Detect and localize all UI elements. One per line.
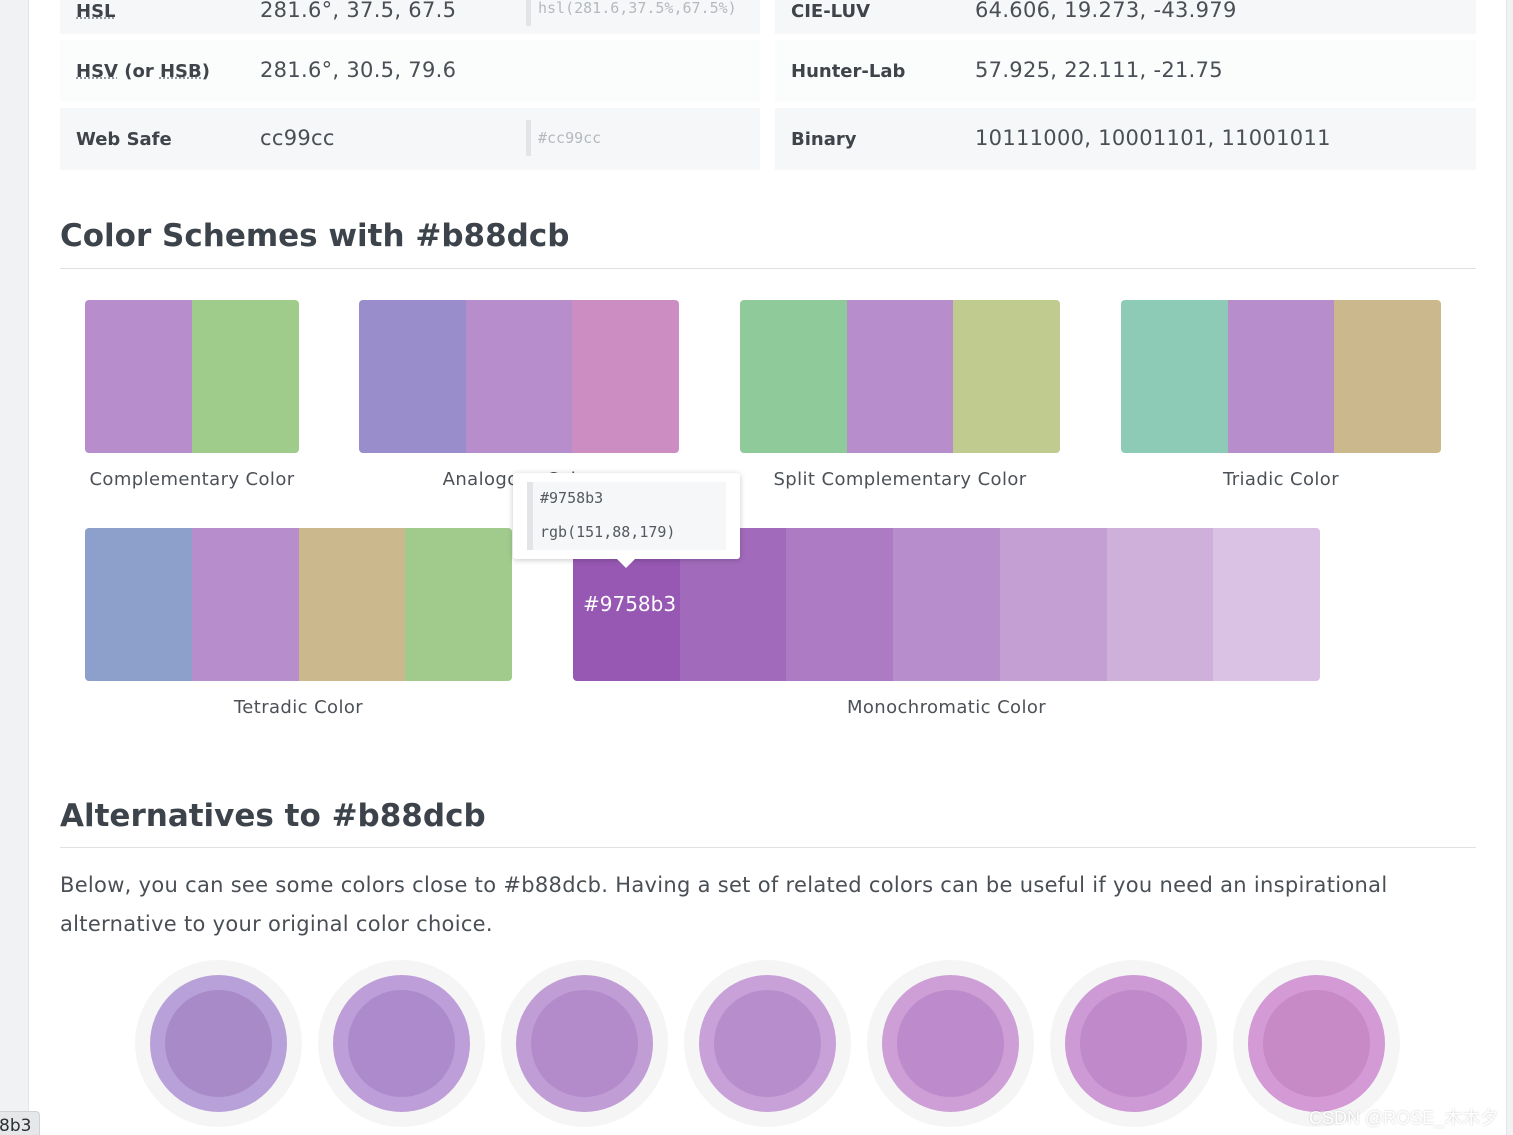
- alternative-inner: [897, 990, 1004, 1097]
- alternative-swatch-3[interactable]: [501, 960, 668, 1127]
- alternative-swatch-4[interactable]: [684, 960, 851, 1127]
- hsl-row: HSL 281.6°, 37.5, 67.5 hsl(281.6,37.5%,6…: [60, 0, 760, 34]
- analogous-scheme[interactable]: [359, 300, 679, 453]
- monochromatic-label: Monochromatic Color: [846, 697, 1047, 718]
- swatch-3[interactable]: [953, 300, 1060, 453]
- swatch-1[interactable]: [1121, 300, 1228, 453]
- web-safe-label: Web Safe: [76, 129, 172, 150]
- hsv-value: 281.6°, 30.5, 79.6: [260, 58, 457, 82]
- alternative-outer: [516, 975, 653, 1112]
- binary-value: 10111000, 10001101, 11001011: [975, 126, 1331, 150]
- hunter-lab-label: Hunter-Lab: [791, 61, 906, 82]
- alternative-inner: [531, 990, 638, 1097]
- swatch-3[interactable]: [786, 528, 894, 681]
- cie-luv-row: CIE-LUV 64.606, 19.273, -43.979: [775, 0, 1476, 34]
- swatch-3[interactable]: [572, 300, 679, 453]
- alternative-swatch-2[interactable]: [318, 960, 485, 1127]
- alternative-outer: [150, 975, 287, 1112]
- alternative-swatch-6[interactable]: [1050, 960, 1217, 1127]
- left-edge-badge: 8b3: [0, 1111, 40, 1135]
- monochromatic-scheme[interactable]: #9758b3: [573, 528, 1320, 681]
- color-schemes-title: Color Schemes with #b88dcb: [60, 218, 570, 254]
- alternative-inner: [1080, 990, 1187, 1097]
- web-safe-value: cc99cc: [260, 126, 335, 150]
- swatch-2[interactable]: [191, 528, 299, 681]
- hsl-value: 281.6°, 37.5, 67.5: [260, 0, 457, 22]
- alternative-outer: [882, 975, 1019, 1112]
- swatch-1[interactable]: [740, 300, 847, 453]
- alternative-inner: [165, 990, 272, 1097]
- watermark: CSDN @ROSE_木木夕: [1309, 1108, 1499, 1128]
- triadic-label: Triadic Color: [1222, 469, 1340, 490]
- swatch-3[interactable]: [1334, 300, 1441, 453]
- tooltip-rgb[interactable]: rgb(151,88,179): [540, 523, 676, 541]
- swatch-tooltip: #9758b3 rgb(151,88,179): [513, 473, 740, 568]
- swatch-5[interactable]: [999, 528, 1107, 681]
- swatch-1[interactable]: [359, 300, 466, 453]
- hunter-lab-value: 57.925, 22.111, -21.75: [975, 58, 1223, 82]
- hovered-swatch-hex: #9758b3: [583, 592, 677, 616]
- swatch-2[interactable]: [846, 300, 954, 453]
- alternative-outer: [1065, 975, 1202, 1112]
- swatch-3[interactable]: [298, 528, 406, 681]
- hunter-lab-row: Hunter-Lab 57.925, 22.111, -21.75: [775, 40, 1476, 102]
- triadic-scheme[interactable]: [1121, 300, 1441, 453]
- tetradic-scheme[interactable]: [85, 528, 512, 681]
- alternatives-title: Alternatives to #b88dcb: [60, 798, 486, 834]
- swatch-2[interactable]: [465, 300, 573, 453]
- split-complementary-scheme[interactable]: [740, 300, 1060, 453]
- cie-luv-label: CIE-LUV: [791, 1, 871, 22]
- section-divider: [60, 268, 1476, 269]
- cie-luv-value: 64.606, 19.273, -43.979: [975, 0, 1237, 22]
- alternative-outer: [699, 975, 836, 1112]
- binary-label: Binary: [791, 129, 857, 150]
- alternative-outer: [1248, 975, 1385, 1112]
- swatch-7[interactable]: [1213, 528, 1320, 681]
- alternative-swatch-7[interactable]: [1233, 960, 1400, 1127]
- binary-row: Binary 10111000, 10001101, 11001011: [775, 108, 1476, 170]
- swatch-1[interactable]: [85, 300, 192, 453]
- tooltip-hex[interactable]: #9758b3: [540, 489, 604, 507]
- alternative-swatch-5[interactable]: [867, 960, 1034, 1127]
- web-safe-css[interactable]: #cc99cc: [526, 120, 762, 156]
- tooltip-content: #9758b3 rgb(151,88,179): [527, 482, 726, 550]
- alternative-inner: [1263, 990, 1370, 1097]
- swatch-2[interactable]: [192, 300, 299, 453]
- alternative-inner: [348, 990, 455, 1097]
- hsl-label: HSL: [76, 1, 116, 22]
- swatch-4[interactable]: [893, 528, 1000, 681]
- tooltip-arrow: [617, 559, 635, 568]
- alternatives-description: Below, you can see some colors close to …: [60, 873, 1388, 936]
- hsl-css[interactable]: hsl(281.6,37.5%,67.5%): [526, 0, 762, 26]
- swatch-6[interactable]: [1106, 528, 1214, 681]
- swatch-1[interactable]: [85, 528, 192, 681]
- alternative-inner: [714, 990, 821, 1097]
- alternative-outer: [333, 975, 470, 1112]
- swatch-4[interactable]: [405, 528, 512, 681]
- tetradic-label: Tetradic Color: [233, 697, 364, 718]
- alternative-swatch-1[interactable]: [135, 960, 302, 1127]
- hsv-label: HSV (or HSB): [76, 61, 210, 82]
- swatch-2[interactable]: [1227, 300, 1335, 453]
- complementary-scheme[interactable]: [85, 300, 299, 453]
- web-safe-row: Web Safe cc99cc #cc99cc: [60, 108, 760, 170]
- split-complementary-label: Split Complementary Color: [773, 469, 1027, 490]
- complementary-label: Complementary Color: [89, 469, 295, 490]
- hsv-row: HSV (or HSB) 281.6°, 30.5, 79.6: [60, 40, 760, 102]
- alternatives-divider: [60, 847, 1476, 848]
